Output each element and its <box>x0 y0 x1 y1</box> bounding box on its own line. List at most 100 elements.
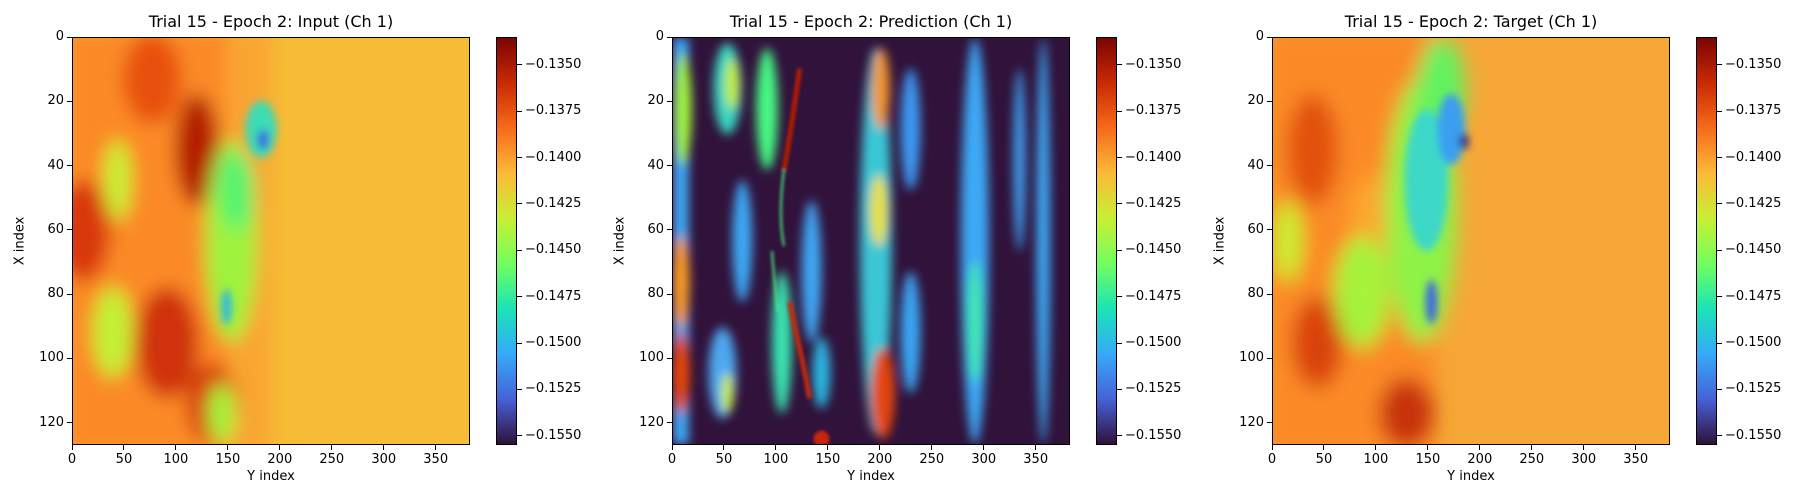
colorbar-tick-label: −0.1400 <box>1725 149 1782 165</box>
colorbar <box>496 37 517 445</box>
colorbar-tick-label: −0.1450 <box>525 242 582 258</box>
x-tick-label: 350 <box>1623 452 1649 467</box>
x-tick-mark <box>123 445 125 450</box>
colorbar-tick-label: −0.1550 <box>525 427 582 443</box>
colorbar-tick-mark <box>517 435 522 437</box>
colorbar-tick-label: −0.1500 <box>525 335 582 350</box>
x-tick-mark <box>383 445 385 450</box>
x-tick-label: 100 <box>163 452 189 467</box>
colorbar-tick-mark <box>1717 157 1722 159</box>
y-tick-mark <box>67 165 72 166</box>
colorbar-tick-label: −0.1450 <box>1725 242 1782 258</box>
x-tick-mark <box>1479 445 1481 450</box>
colorbar-tick-label: −0.1425 <box>525 195 582 211</box>
x-tick-mark <box>1375 445 1377 450</box>
colorbar-tick-mark <box>1117 64 1122 66</box>
x-tick-label: 200 <box>1467 452 1493 467</box>
x-tick-mark <box>435 445 437 450</box>
x-tick-mark <box>1271 445 1273 450</box>
colorbar-tick-label: −0.1500 <box>1725 335 1782 350</box>
x-tick-label: 300 <box>371 452 397 467</box>
y-tick-label: 100 <box>1239 350 1264 366</box>
colorbar-tick-label: −0.1475 <box>1725 288 1782 304</box>
x-tick-mark <box>671 445 673 450</box>
x-tick-label: 250 <box>1519 452 1545 467</box>
colorbar-tick-label: −0.1400 <box>1125 149 1182 165</box>
colorbar-tick-mark <box>1117 249 1122 251</box>
x-tick-label: 200 <box>867 452 893 467</box>
y-tick-label: 80 <box>1247 286 1264 301</box>
x-tick-mark <box>879 445 881 450</box>
colorbar-tick-label: −0.1350 <box>525 56 582 72</box>
y-tick-mark <box>67 293 72 295</box>
y-tick-mark <box>667 293 672 295</box>
colorbar-tick-label: −0.1475 <box>525 288 582 304</box>
colorbar-tick-mark <box>1117 110 1122 112</box>
y-tick-mark <box>1267 422 1272 423</box>
colorbar-tick-mark <box>1117 203 1122 205</box>
x-tick-mark <box>775 445 777 450</box>
x-tick-mark <box>227 445 229 450</box>
x-tick-label: 350 <box>423 452 449 467</box>
x-tick-mark <box>175 445 177 450</box>
colorbar-tick-label: −0.1350 <box>1725 56 1782 72</box>
y-tick-label: 100 <box>39 350 64 366</box>
colorbar-tick-label: −0.1550 <box>1725 427 1782 443</box>
colorbar-tick-label: −0.1450 <box>1125 242 1182 258</box>
y-tick-mark <box>667 357 672 359</box>
y-tick-mark <box>667 100 672 102</box>
colorbar-tick-label: −0.1350 <box>1125 56 1182 72</box>
chart-title: Trial 15 - Epoch 2: Input (Ch 1) <box>148 12 394 31</box>
y-tick-label: 80 <box>47 286 64 301</box>
y-tick-label: 40 <box>647 157 664 173</box>
colorbar-tick-label: −0.1400 <box>525 149 582 165</box>
x-tick-mark <box>827 445 829 450</box>
x-tick-mark <box>279 445 281 450</box>
y-tick-label: 120 <box>39 414 64 430</box>
colorbar-tick-label: −0.1525 <box>525 381 582 397</box>
x-tick-label: 50 <box>715 452 733 467</box>
x-tick-label: 250 <box>919 452 945 467</box>
y-tick-label: 40 <box>47 157 64 173</box>
colorbar-tick-mark <box>517 296 522 298</box>
colorbar-tick-label: −0.1525 <box>1125 381 1182 397</box>
colorbar-tick-label: −0.1375 <box>1125 103 1182 119</box>
x-tick-mark <box>1583 445 1585 450</box>
x-tick-label: 250 <box>319 452 345 467</box>
heatmap-plot-area <box>1272 37 1670 445</box>
x-tick-mark <box>931 445 933 450</box>
y-tick-mark <box>667 229 672 231</box>
colorbar-tick-mark <box>517 342 522 344</box>
x-tick-label: 350 <box>1023 452 1049 467</box>
x-tick-label: 0 <box>667 452 677 467</box>
x-tick-mark <box>1635 445 1637 450</box>
colorbar-tick-mark <box>1717 296 1722 298</box>
colorbar-tick-label: −0.1525 <box>1725 381 1782 397</box>
colorbar-tick-label: −0.1425 <box>1125 195 1182 211</box>
y-tick-label: 60 <box>1247 221 1264 237</box>
x-axis-label: Y index <box>847 469 895 484</box>
y-tick-label: 120 <box>1239 414 1264 430</box>
target-panel: Trial 15 - Epoch 2: Target (Ch 1) <box>1200 0 1800 500</box>
colorbar-tick-mark <box>517 203 522 205</box>
colorbar-tick-mark <box>1117 388 1122 390</box>
y-tick-label: 0 <box>1255 29 1264 44</box>
y-tick-label: 0 <box>55 29 64 44</box>
x-tick-mark <box>1035 445 1037 450</box>
x-tick-label: 50 <box>115 452 133 467</box>
input-panel: Trial 15 - Epoch 2: Input (Ch 1) <box>0 0 600 500</box>
colorbar-tick-mark <box>517 110 522 112</box>
y-tick-mark <box>1267 36 1272 38</box>
colorbar-tick-mark <box>1717 64 1722 66</box>
y-tick-label: 40 <box>1247 157 1264 173</box>
x-tick-label: 50 <box>1315 452 1333 467</box>
y-tick-mark <box>1267 293 1272 295</box>
colorbar-tick-mark <box>1717 249 1722 251</box>
colorbar-tick-mark <box>1117 157 1122 159</box>
y-tick-mark <box>1267 229 1272 231</box>
y-axis-label: X index <box>1212 216 1228 266</box>
colorbar <box>1696 37 1717 445</box>
colorbar-tick-mark <box>517 388 522 390</box>
y-tick-label: 20 <box>1247 93 1264 109</box>
colorbar-tick-mark <box>1717 342 1722 344</box>
